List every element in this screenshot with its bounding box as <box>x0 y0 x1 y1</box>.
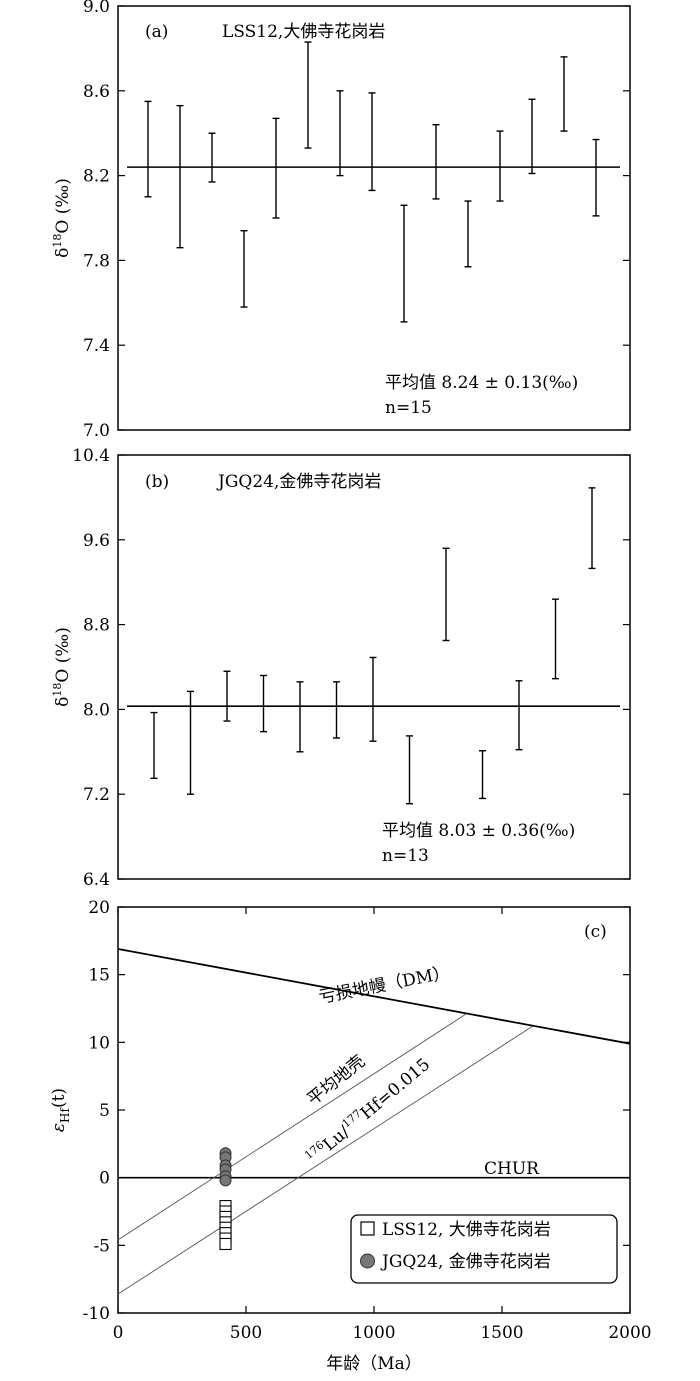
x-tick-label: 2000 <box>608 1323 651 1343</box>
y-tick-label: 7.8 <box>83 251 110 271</box>
y-tick-label: 7.0 <box>83 421 110 441</box>
panel-b-ylabel-rest: O (‰) <box>53 627 73 682</box>
y-tick-label: 7.2 <box>83 785 110 805</box>
panel-a-ylabel-sup: 18 <box>51 234 64 248</box>
panel-a-ylabel-rest: O (‰) <box>53 178 73 233</box>
y-tick-label: 8.8 <box>83 616 110 636</box>
panel-b-stats: 平均值 8.03 ± 0.36(‰) <box>382 821 575 841</box>
y-tick-label: 10.4 <box>72 446 110 466</box>
panel-c-xlabel: 年龄（Ma） <box>326 1354 422 1374</box>
dm-line-label: 亏损地幔（DM） <box>317 963 451 1008</box>
panel-c-ylabel-sub: Hf <box>58 1106 72 1122</box>
lu-hf-part-b: Hf=0.015 <box>357 1055 434 1124</box>
panel-a-label: (a) <box>145 22 168 42</box>
y-tick-label: 9.0 <box>83 0 110 17</box>
y-tick-label: -10 <box>83 1304 110 1324</box>
legend-lss12-label: LSS12, 大佛寺花岗岩 <box>382 1220 551 1240</box>
y-tick-label: 20 <box>88 898 110 918</box>
crust-line-label: 平均地壳 <box>304 1052 369 1110</box>
panel-a-n: n=15 <box>385 398 432 418</box>
x-tick-label: 1500 <box>480 1323 523 1343</box>
panel-a-title: LSS12,大佛寺花岗岩 <box>222 22 385 42</box>
lu-hf-line <box>117 1025 533 1295</box>
y-tick-label: 7.4 <box>83 336 110 356</box>
panel-b-ylabel: δ18O (‰) <box>51 627 73 707</box>
y-tick-label: 10 <box>88 1033 110 1053</box>
y-tick-label: 9.6 <box>83 531 110 551</box>
x-tick-label: 0 <box>113 1323 124 1343</box>
panel-a: (a) LSS12,大佛寺花岗岩 平均值 8.24 ± 0.13(‰) n=15… <box>51 0 631 441</box>
lss12-square-point <box>219 1237 232 1251</box>
y-tick-label: 15 <box>88 966 110 986</box>
jgq24-circle-point <box>219 1174 232 1187</box>
panel-b-ylabel-sup: 18 <box>51 683 64 697</box>
panel-b: (b) JGQ24,金佛寺花岗岩 平均值 8.03 ± 0.36(‰) n=13… <box>51 446 631 890</box>
x-tick-label: 500 <box>230 1323 262 1343</box>
legend-jgq24-label: JGQ24, 金佛寺花岗岩 <box>380 1252 551 1272</box>
panel-b-label: (b) <box>145 472 169 492</box>
panel-c-ylabel: εHf(t) <box>49 1088 72 1132</box>
legend-box <box>350 1214 618 1284</box>
panel-c-label: (c) <box>584 922 607 942</box>
y-tick-label: 6.4 <box>83 870 110 890</box>
legend-square-marker <box>360 1221 375 1236</box>
panel-c: (c) 年龄（Ma） εHf(t) 亏损地幔（DM） CHUR 平均地壳 176… <box>49 898 652 1374</box>
panel-c-ylabel-rest: (t) <box>49 1088 69 1108</box>
legend-circle-marker <box>360 1253 375 1269</box>
panel-b-ylabel-delta: δ <box>53 697 73 707</box>
lu-hf-line-label: 176Lu/177Hf=0.015 <box>302 1053 434 1169</box>
panel-c-ylabel-eps: ε <box>49 1123 69 1132</box>
y-tick-label: -5 <box>93 1236 110 1256</box>
y-tick-label: 8.2 <box>83 167 110 187</box>
legend: LSS12, 大佛寺花岗岩 JGQ24, 金佛寺花岗岩 <box>350 1214 618 1284</box>
panel-b-n: n=13 <box>382 846 429 866</box>
y-tick-label: 5 <box>99 1101 110 1121</box>
y-tick-label: 8.0 <box>83 700 110 720</box>
dm-line <box>117 948 631 1045</box>
crust-line <box>117 1013 467 1241</box>
panel-a-stats: 平均值 8.24 ± 0.13(‰) <box>385 373 578 393</box>
y-tick-label: 0 <box>99 1169 110 1189</box>
x-tick-label: 1000 <box>352 1323 395 1343</box>
y-tick-label: 8.6 <box>83 82 110 102</box>
panel-b-title: JGQ24,金佛寺花岗岩 <box>216 472 381 492</box>
panel-b-frame <box>117 454 631 880</box>
chur-line-label: CHUR <box>484 1159 540 1179</box>
panel-a-ylabel: δ18O (‰) <box>51 178 73 258</box>
panel-a-frame <box>117 5 631 431</box>
panel-a-ylabel-delta: δ <box>53 248 73 258</box>
